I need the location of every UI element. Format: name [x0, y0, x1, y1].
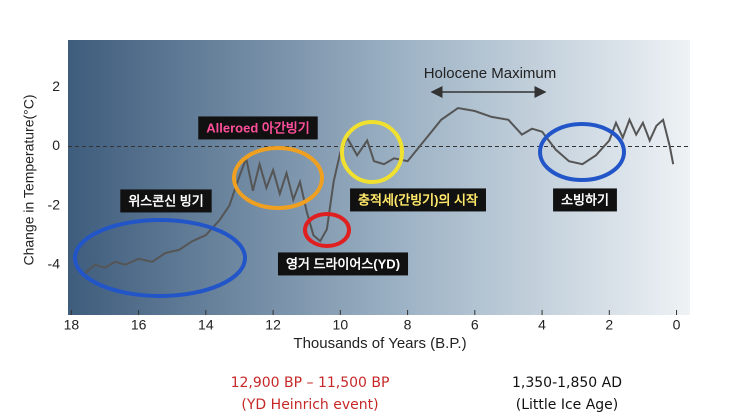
caption: 12,900 BP – 11,500 BP: [231, 375, 390, 391]
annotation-box: [350, 188, 486, 212]
x-tick-label: 2: [605, 317, 613, 333]
x-tick-label: 12: [265, 317, 281, 333]
caption: (YD Heinrich event): [241, 397, 378, 413]
annotation-box: [198, 116, 318, 140]
y-tick-label: 2: [52, 78, 60, 94]
x-tick-label: 18: [64, 317, 80, 333]
y-tick-label: 0: [52, 137, 60, 153]
annotation: 영거 드라이어스(YD): [286, 256, 400, 271]
ellipse: [73, 218, 247, 298]
x-tick-label: 6: [471, 317, 479, 333]
x-tick-label: 10: [333, 317, 349, 333]
temperature-line: [84, 106, 675, 275]
annotation: Holocene Maximum: [424, 65, 557, 82]
y-axis-label: Change in Temperature(°C): [21, 94, 37, 265]
x-tick-label: 8: [404, 317, 412, 333]
annotation-box: [553, 188, 617, 212]
annotation: 위스콘신 빙기: [128, 193, 203, 208]
ellipse: [232, 146, 324, 210]
ellipse: [303, 212, 351, 248]
x-tick-label: 0: [673, 317, 681, 333]
caption: 1,350-1,850 AD: [512, 375, 622, 391]
x-tick-label: 16: [131, 317, 147, 333]
annotation-box: [277, 252, 409, 276]
annotation: 충적세(간빙기)의 시작: [358, 192, 478, 207]
ellipse: [538, 122, 626, 182]
x-axis-label: Thousands of Years (B.P.): [293, 335, 466, 352]
annotation: Alleroed 아간빙기: [206, 120, 309, 135]
annotation: 소빙하기: [561, 192, 609, 207]
x-tick-label: 4: [538, 317, 546, 333]
caption: (Little Ice Age): [516, 397, 619, 413]
annotation-box: [120, 189, 212, 213]
y-tick-label: -2: [48, 196, 61, 212]
ellipse: [340, 120, 404, 184]
x-tick-label: 14: [198, 317, 214, 333]
y-tick-label: -4: [48, 255, 61, 271]
